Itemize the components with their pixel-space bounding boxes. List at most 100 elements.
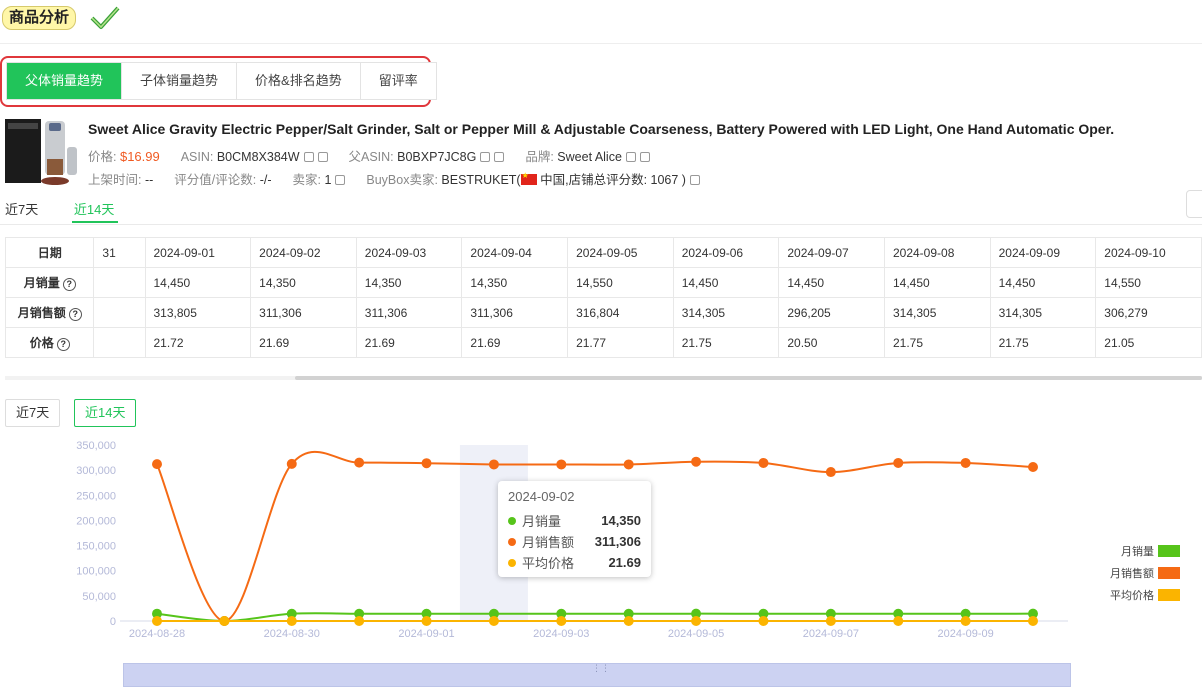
table-cell: 14,450 [989, 267, 1097, 298]
help-icon[interactable]: ? [68, 308, 82, 321]
table-cell: 21.05 [1095, 327, 1202, 358]
sellers-value: 1 [324, 173, 332, 187]
row-header-date: 日期 [4, 237, 95, 268]
copy-icon[interactable] [625, 152, 636, 162]
x-tick-label: 2024-09-07 [803, 628, 859, 640]
range-7-days[interactable]: 近7天 [5, 202, 39, 217]
series-line-0 [156, 612, 1034, 623]
help-icon[interactable]: ? [56, 338, 70, 351]
legend-revenue[interactable]: 月销售额 [1100, 565, 1180, 581]
table-cell: 21.75 [883, 327, 991, 358]
data-point [354, 457, 365, 468]
table-row: 日期 31 2024-09-01 2024-09-02 2024-09-03 2… [4, 237, 1202, 268]
table-cell: 2024-09-03 [355, 237, 463, 268]
data-point [893, 457, 904, 468]
row-header-price: 价格? [4, 327, 95, 358]
table-cell: 306,279 [1095, 297, 1202, 328]
table-cell: 20.50 [778, 327, 885, 358]
x-tick-label: 2024-08-28 [129, 628, 185, 640]
table-cell: 316,804 [567, 297, 674, 328]
active-range-underline [72, 221, 118, 223]
legend-swatch [1158, 589, 1180, 601]
legend-swatch [1158, 545, 1180, 557]
parent-asin-value: B0BXP7JC8G [397, 150, 477, 164]
legend-price[interactable]: 平均价格 [1100, 587, 1180, 603]
y-tick-label: 150,000 [76, 541, 116, 553]
drag-handle-icon[interactable]: ⋮⋮ [592, 664, 610, 673]
table-row: 价格? 21.72 21.69 21.69 21.69 21.77 21.75 … [4, 327, 1202, 358]
data-point [286, 458, 297, 469]
y-tick-label: 100,000 [76, 566, 116, 578]
zoom-selection[interactable] [124, 664, 1070, 686]
sales-trend-chart[interactable]: 0 50,000 100,000 150,000 200,000 250,000 300,0… [0, 430, 1100, 660]
data-point [421, 615, 432, 626]
brand-value: Sweet Alice [557, 150, 622, 164]
help-icon[interactable]: ? [62, 278, 76, 291]
row-header-monthly-revenue: 月销售额? [4, 297, 95, 328]
side-action-button[interactable] [1186, 190, 1202, 218]
data-point [556, 459, 567, 470]
tab-review-rate[interactable]: 留评率 [360, 63, 436, 99]
price-label: 价格: [88, 150, 117, 164]
y-tick-label: 0 [110, 616, 116, 628]
china-flag-icon [520, 171, 537, 185]
table-cell: 14,350 [250, 267, 357, 298]
data-point [623, 615, 634, 626]
legend-swatch [1158, 567, 1180, 579]
range-14-days[interactable]: 近14天 [73, 202, 115, 217]
y-tick-label: 50,000 [82, 591, 116, 603]
data-point [960, 615, 971, 626]
chart-range-7-days[interactable]: 近7天 [5, 399, 61, 427]
y-tick-label: 300,000 [76, 465, 116, 477]
product-meta-row-1: 价格: $16.99 ASIN: B0CM8X384W 父ASIN: B0BXP… [88, 146, 650, 165]
chart-zoom-slider[interactable]: ⋮⋮ [123, 663, 1071, 687]
data-point [960, 457, 971, 468]
brand-label: 品牌: [525, 150, 554, 164]
external-link-icon[interactable] [317, 152, 328, 162]
table-cell: 2024-09-02 [250, 237, 357, 268]
y-tick-label: 250,000 [76, 490, 116, 502]
table-cell: 2024-09-05 [567, 237, 674, 268]
tab-price-rank-trend[interactable]: 价格&排名趋势 [237, 63, 361, 99]
legend-sales[interactable]: 月销量 [1100, 543, 1180, 559]
table-cell: 14,450 [144, 267, 252, 298]
copy-icon[interactable] [303, 152, 314, 162]
buybox-country: 中国,店铺总评分数: 1067 ) [540, 173, 686, 187]
tooltip-row-price: 平均价格 21.69 [508, 552, 641, 573]
x-tick-label: 2024-09-01 [398, 628, 454, 640]
table-cell: 14,350 [355, 267, 463, 298]
data-point [623, 459, 634, 470]
tooltip-date: 2024-09-02 [508, 489, 575, 504]
data-point [152, 615, 162, 626]
external-link-icon[interactable] [689, 175, 700, 185]
sales-data-table: 日期 31 2024-09-01 2024-09-02 2024-09-03 2… [4, 237, 1202, 358]
product-title[interactable]: Sweet Alice Gravity Electric Pepper/Salt… [88, 121, 1115, 137]
launch-value: -- [144, 173, 154, 187]
table-cell: 2024-09-06 [672, 237, 780, 268]
product-image[interactable] [5, 117, 81, 187]
buybox-label: BuyBox卖家: [366, 173, 438, 187]
tab-child-sales-trend[interactable]: 子体销量趋势 [122, 63, 238, 99]
data-point [354, 615, 365, 626]
copy-icon[interactable] [480, 152, 491, 162]
data-point [691, 456, 702, 467]
external-link-icon[interactable] [335, 175, 346, 185]
y-tick-label: 350,000 [76, 440, 116, 452]
chart-range-14-days[interactable]: 近14天 [74, 399, 137, 427]
x-tick-label: 2024-08-30 [264, 628, 320, 640]
data-point [488, 459, 499, 470]
table-cell: 311,306 [355, 297, 463, 328]
table-cell: 314,305 [883, 297, 991, 328]
y-tick-label: 200,000 [76, 515, 116, 527]
revenue-dot-icon [508, 537, 516, 546]
page-title: 商品分析 [2, 6, 77, 30]
tab-parent-sales-trend[interactable]: 父体销量趋势 [7, 63, 123, 99]
table-scrollbar-thumb[interactable] [295, 376, 1202, 380]
external-link-icon[interactable] [494, 152, 505, 162]
tooltip-row-sales: 月销量 14,350 [508, 510, 641, 531]
data-point [488, 615, 499, 626]
table-cell: 14,450 [778, 267, 885, 298]
table-cell: 21.77 [567, 327, 674, 358]
table-cell: 21.69 [355, 327, 463, 358]
external-link-icon[interactable] [639, 152, 650, 162]
